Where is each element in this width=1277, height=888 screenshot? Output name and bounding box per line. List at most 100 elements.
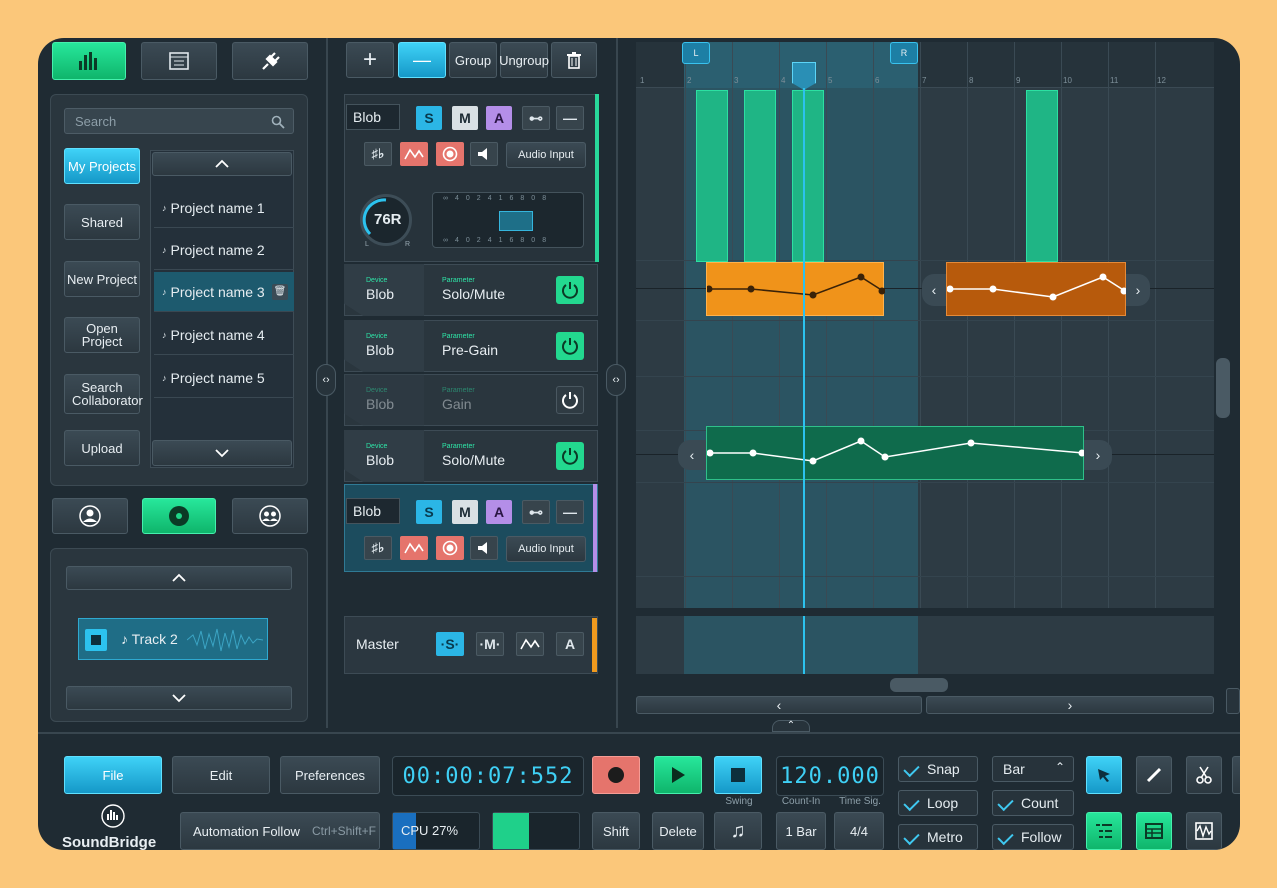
clip-right-arrow-icon[interactable]: › [1126, 274, 1150, 306]
project-item-selected[interactable]: ♪ Project name 3 🗑 [154, 272, 294, 312]
record-arm-icon[interactable] [436, 142, 464, 166]
automation-button[interactable]: A [486, 106, 512, 130]
tab-plugins[interactable] [232, 42, 308, 80]
minimize-icon[interactable]: — [556, 106, 584, 130]
horizontal-scrollbar[interactable] [890, 678, 948, 692]
clip-right-arrow-icon[interactable]: › [1084, 440, 1112, 470]
list-view-button[interactable] [1086, 812, 1122, 850]
add-track-button[interactable]: + [346, 42, 394, 78]
grid-select[interactable]: Bar ⌃ [992, 756, 1074, 782]
search-collaborator-button[interactable]: Search Collaborator [64, 374, 143, 414]
speaker-icon[interactable] [470, 536, 498, 560]
scroll-down-button[interactable] [152, 440, 292, 466]
shared-button[interactable]: Shared [64, 204, 140, 240]
pitch-icon[interactable]: ♯♭ [364, 536, 392, 560]
automation-follow-button[interactable]: Automation Follow Ctrl+Shift+F [180, 812, 380, 850]
new-project-button[interactable]: New Project [64, 261, 140, 297]
curve-icon[interactable] [400, 536, 428, 560]
pencil-tool-button[interactable] [1136, 756, 1172, 794]
remove-track-button[interactable]: — [398, 42, 446, 78]
automation-clip-brown[interactable] [946, 262, 1128, 316]
pan-knob[interactable]: 76R L R [360, 194, 412, 248]
track-clip[interactable]: ♪ Track 2 [78, 618, 268, 660]
play-button[interactable] [654, 756, 702, 794]
count-toggle[interactable]: Count [992, 790, 1074, 816]
audio-block[interactable] [744, 90, 776, 262]
master-mute-button[interactable]: ·M· [476, 632, 504, 656]
metro-toggle[interactable]: Metro [898, 824, 978, 850]
audio-block[interactable] [792, 90, 824, 262]
automation-clip-orange[interactable] [705, 262, 886, 316]
loop-left-marker[interactable]: L [682, 42, 710, 64]
record-arm-icon[interactable] [436, 536, 464, 560]
tab-mixer[interactable] [52, 42, 126, 80]
audio-input-select[interactable]: Audio Input [506, 142, 586, 168]
automation-row[interactable] [344, 374, 598, 426]
mini-scroll-up[interactable] [66, 566, 292, 590]
search-box[interactable]: Search [64, 108, 294, 134]
master-solo-button[interactable]: ·S· [436, 632, 464, 656]
user-tab[interactable] [52, 498, 128, 534]
pitch-icon[interactable]: ♯♭ [364, 142, 392, 166]
stop-icon[interactable] [85, 629, 107, 651]
project-item[interactable]: ♪ Project name 2 [154, 230, 294, 270]
scissors-tool-button[interactable] [1186, 756, 1222, 794]
loop-toggle[interactable]: Loop [898, 790, 978, 816]
time-signature-select[interactable]: 4/4 [834, 812, 884, 850]
vertical-scrollbar[interactable] [1216, 358, 1230, 418]
tab-browser[interactable] [141, 42, 217, 80]
delete-button[interactable]: Delete [652, 812, 704, 850]
project-item[interactable]: ♪ Project name 5 [154, 358, 294, 398]
group-button[interactable]: Group [449, 42, 497, 78]
swing-button[interactable]: ♫ [714, 812, 762, 850]
trash-icon[interactable]: 🗑 [272, 284, 288, 300]
more-tools-button[interactable] [1232, 756, 1240, 794]
record-button[interactable] [592, 756, 640, 794]
mini-scroll-down[interactable] [66, 686, 292, 710]
solo-button[interactable]: S [416, 500, 442, 524]
disc-tab[interactable] [142, 498, 216, 534]
project-item[interactable]: ♪ Project name 1 [154, 188, 294, 228]
count-in-select[interactable]: 1 Bar [776, 812, 826, 850]
automation-power-button[interactable] [556, 386, 584, 414]
audio-block[interactable] [696, 90, 728, 262]
arrangement-view[interactable]: L R ‹ › ‹ › 1 2 3 4 5 6 7 8 9 10 11 12 [636, 42, 1214, 608]
audio-input-select[interactable]: Audio Input [506, 536, 586, 562]
scroll-up-button[interactable] [152, 152, 292, 176]
audio-block[interactable] [1026, 90, 1058, 262]
follow-toggle[interactable]: Follow [992, 824, 1074, 850]
track-name[interactable]: Blob [346, 498, 400, 524]
resize-handle-icon[interactable]: ‹› [316, 364, 336, 396]
delete-track-button[interactable] [551, 42, 597, 78]
volume-fader[interactable] [499, 211, 533, 231]
resize-handle-icon[interactable]: ‹› [606, 364, 626, 396]
open-project-button[interactable]: Open Project [64, 317, 140, 353]
automation-button[interactable]: A [486, 500, 512, 524]
snap-toggle[interactable]: Snap [898, 756, 978, 782]
project-item[interactable]: ♪ Project name 4 [154, 315, 294, 355]
waveform-view-button[interactable] [1186, 812, 1222, 850]
speaker-icon[interactable] [470, 142, 498, 166]
master-automation-button[interactable]: A [556, 632, 584, 656]
clip-left-arrow-icon[interactable]: ‹ [678, 440, 706, 470]
scroll-left-button[interactable]: ‹ [636, 696, 922, 714]
zoom-icon[interactable] [1226, 688, 1240, 714]
stop-button[interactable] [714, 756, 762, 794]
mute-button[interactable]: M [452, 500, 478, 524]
automation-power-button[interactable] [556, 332, 584, 360]
tempo-display[interactable]: 120.000 [776, 756, 884, 796]
shift-button[interactable]: Shift [592, 812, 640, 850]
mute-button[interactable]: M [452, 106, 478, 130]
my-projects-button[interactable]: My Projects [64, 148, 140, 184]
automation-clip-green[interactable] [706, 426, 1086, 480]
curve-icon[interactable] [516, 632, 544, 656]
edit-menu-button[interactable]: Edit [172, 756, 270, 794]
track-name[interactable]: Blob [346, 104, 400, 130]
pointer-tool-button[interactable] [1086, 756, 1122, 794]
route-icon[interactable]: ⊷ [522, 106, 550, 130]
expand-panel-icon[interactable]: ⌃ [772, 720, 810, 732]
ungroup-button[interactable]: Ungroup [499, 42, 549, 78]
file-menu-button[interactable]: File [64, 756, 162, 794]
solo-button[interactable]: S [416, 106, 442, 130]
automation-power-button[interactable] [556, 442, 584, 470]
